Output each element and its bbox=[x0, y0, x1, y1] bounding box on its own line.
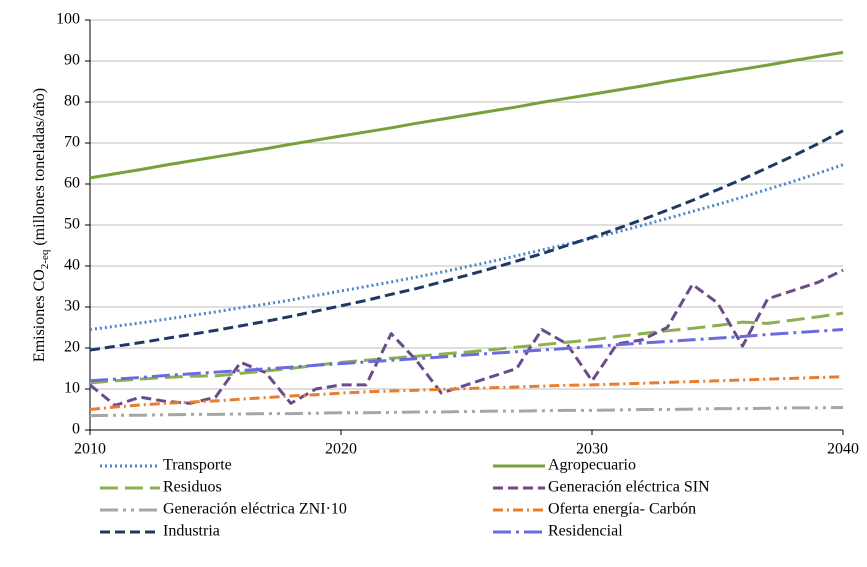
legend-label: Industria bbox=[163, 523, 220, 540]
y-tick-label: 50 bbox=[64, 216, 80, 233]
x-tick-label: 2040 bbox=[827, 441, 859, 458]
series-line bbox=[89, 50, 844, 180]
y-label-sub: 2-eq bbox=[39, 249, 51, 269]
y-tick-label: 10 bbox=[64, 380, 80, 397]
y-tick-label: 100 bbox=[56, 11, 80, 28]
series-line bbox=[89, 129, 844, 352]
series-line bbox=[89, 163, 844, 332]
legend-label: Residuos bbox=[163, 479, 222, 496]
legend-label: Residencial bbox=[548, 523, 623, 540]
y-tick-label: 60 bbox=[64, 175, 80, 192]
y-tick-label: 30 bbox=[64, 298, 80, 315]
y-label-suffix: (millones toneladas/año) bbox=[31, 88, 48, 250]
y-label-prefix: Emisiones CO bbox=[31, 269, 48, 362]
series-line bbox=[89, 405, 844, 418]
legend-label: Transporte bbox=[163, 457, 232, 474]
legend-label: Oferta energía- Carbón bbox=[548, 501, 696, 518]
series-line bbox=[89, 375, 844, 411]
x-tick-label: 2010 bbox=[74, 441, 106, 458]
y-axis-label: Emisiones CO2-eq (millones toneladas/año… bbox=[31, 88, 51, 362]
y-tick-label: 90 bbox=[64, 52, 80, 69]
legend-label: Agropecuario bbox=[548, 457, 636, 474]
legend-label: Generación eléctrica SIN bbox=[548, 479, 710, 496]
y-tick-label: 40 bbox=[64, 257, 80, 274]
y-tick-label: 70 bbox=[64, 134, 80, 151]
y-tick-label: 0 bbox=[72, 421, 80, 438]
series-line bbox=[89, 328, 844, 383]
legend-label: Generación eléctrica ZNI·10 bbox=[163, 501, 347, 518]
y-tick-label: 20 bbox=[64, 339, 80, 356]
series-line bbox=[89, 311, 844, 385]
x-tick-label: 2020 bbox=[325, 441, 357, 458]
series-line bbox=[89, 268, 844, 407]
x-tick-label: 2030 bbox=[576, 441, 608, 458]
y-tick-label: 80 bbox=[64, 93, 80, 110]
